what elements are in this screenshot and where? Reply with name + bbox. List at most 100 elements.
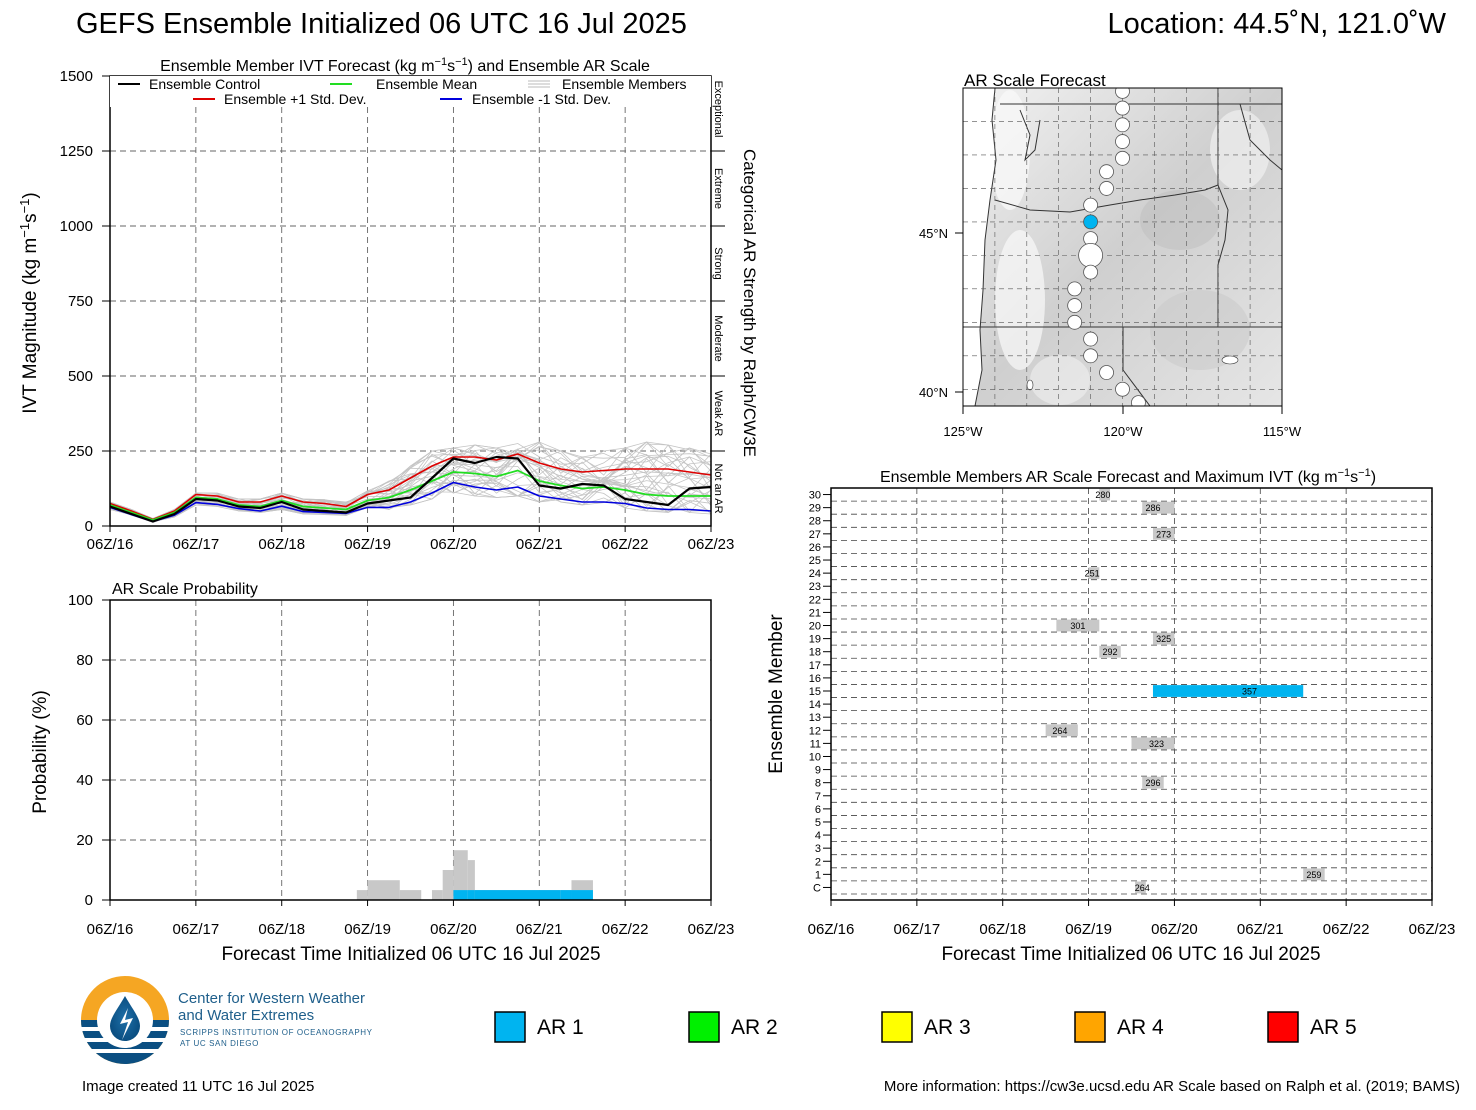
legend-ar-swatch <box>882 1012 912 1042</box>
map-title: AR Scale Forecast <box>964 71 1106 90</box>
legend-ar-label: AR 1 <box>537 1016 584 1039</box>
ar-category-label: Moderate <box>712 315 724 361</box>
map-ar-point <box>1068 315 1082 329</box>
more-information-note: More information: https://cw3e.ucsd.edu … <box>884 1078 1460 1095</box>
main-title: GEFS Ensemble Initialized 06 UTC 16 Jul … <box>76 8 687 41</box>
prob-y-tick-label: 80 <box>76 652 93 669</box>
ar-strength-axis-label: Categorical AR Strength by Ralph/CW3E <box>740 149 759 457</box>
prob-y-tick-label: 0 <box>85 892 93 909</box>
member-max-ivt-label: 325 <box>1156 634 1171 644</box>
map-lat-label-45: 45°N <box>919 226 948 241</box>
member-row-label: C <box>813 882 821 894</box>
member-row-label: 6 <box>815 804 821 816</box>
legend-control-label: Ensemble Control <box>149 76 260 92</box>
prob-y-tick-label: 40 <box>76 772 93 789</box>
member-x-axis-label: Forecast Time Initialized 06 UTC 16 Jul … <box>941 944 1320 965</box>
ivt-y-axis-label: IVT Magnitude (kg m−1s−1) <box>17 192 41 414</box>
ar-scale-map-panel: AR Scale Forecast <box>919 71 1302 439</box>
legend-ar-swatch <box>1268 1012 1298 1042</box>
cw3e-logo <box>81 976 169 1064</box>
map-lon-label-125: 125°W <box>943 424 983 439</box>
prob-x-tick-label: 06Z/21 <box>516 921 563 938</box>
ivt-y-tick-label: 1250 <box>60 143 93 160</box>
legend-ar-swatch <box>689 1012 719 1042</box>
member-row-label: 3 <box>815 843 821 855</box>
member-row-label: 25 <box>809 555 821 567</box>
ivt-y-tick-label: 0 <box>85 518 93 535</box>
member-plot-frame <box>831 488 1432 900</box>
member-row-label: 18 <box>809 647 821 659</box>
ivt-y-tick-label: 500 <box>68 368 93 385</box>
map-ar-point <box>1084 215 1098 229</box>
ivt-x-tick-labels: 06Z/16 06Z/17 06Z/18 06Z/19 06Z/20 06Z/21 06Z/… <box>87 526 735 553</box>
legend-members-label: Ensemble Members <box>562 76 687 92</box>
image-created-note: Image created 11 UTC 16 Jul 2025 <box>82 1078 314 1095</box>
prob-bar-not-ar <box>400 890 421 900</box>
prob-bar-ar1 <box>571 890 592 900</box>
member-row-label: 8 <box>815 778 821 790</box>
ivt-y-tick-labels: 0250500750100012501500 <box>60 68 110 535</box>
prob-y-tick-label: 20 <box>76 832 93 849</box>
member-row-label: 11 <box>810 738 821 750</box>
map-ar-point <box>1116 382 1130 396</box>
member-x-tick-label: 06Z/23 <box>1409 921 1456 938</box>
prob-bar-ar1 <box>475 890 561 900</box>
member-row-label: 28 <box>809 516 821 528</box>
member-max-ivt-label: 264 <box>1052 726 1067 736</box>
member-row-label: 24 <box>809 568 821 580</box>
legend-ar-label: AR 3 <box>924 1016 971 1039</box>
legend-minus-label: Ensemble -1 Std. Dev. <box>472 91 611 107</box>
ivt-panel-title: Ensemble Member IVT Forecast (kg m−1s−1)… <box>160 56 650 75</box>
member-ar-bar <box>1153 685 1303 697</box>
member-x-tick-label: 06Z/16 <box>808 921 855 938</box>
logo-text-line4: AT UC SAN DIEGO <box>180 1039 259 1048</box>
member-panel-title: Ensemble Members AR Scale Forecast and M… <box>880 467 1376 486</box>
map-ar-point <box>1116 84 1130 98</box>
legend-plus-label: Ensemble +1 Std. Dev. <box>224 91 367 107</box>
ivt-x-tick-label: 06Z/19 <box>344 536 391 553</box>
prob-y-axis-label: Probability (%) <box>30 690 51 814</box>
prob-x-tick-label: 06Z/18 <box>258 921 305 938</box>
member-y-axis-label: Ensemble Member <box>766 614 787 774</box>
ensemble-member-line <box>110 444 711 520</box>
member-x-tick-label: 06Z/20 <box>1151 921 1198 938</box>
map-ar-point <box>1131 396 1145 410</box>
legend-ar-label: AR 2 <box>731 1016 778 1039</box>
member-row-label: 20 <box>809 621 821 633</box>
prob-bar-not-ar <box>357 890 368 900</box>
member-max-ivt-label: 292 <box>1103 647 1118 657</box>
logo-text-line2: and Water Extremes <box>178 1007 314 1024</box>
prob-bar-not-ar <box>443 870 454 900</box>
member-row-label: 26 <box>809 542 821 554</box>
map-ar-point <box>1148 407 1160 419</box>
map-ar-point <box>1079 243 1103 267</box>
prob-y-tick-label: 100 <box>68 592 93 609</box>
member-x-tick-label: 06Z/18 <box>979 921 1026 938</box>
ivt-x-tick-label: 06Z/21 <box>516 536 563 553</box>
member-x-tick-labels: 06Z/16 06Z/17 06Z/18 06Z/19 06Z/20 06Z/21 06Z/… <box>808 900 1456 938</box>
member-row-labels: C123456789101112131415161718192021222324… <box>809 490 831 895</box>
map-ar-point <box>1100 181 1114 195</box>
member-row-label: 19 <box>809 634 821 646</box>
ivt-x-tick-label: 06Z/16 <box>87 536 134 553</box>
logo-text-line3: SCRIPPS INSTITUTION OF OCEANOGRAPHY <box>180 1028 373 1037</box>
prob-x-tick-label: 06Z/23 <box>688 921 735 938</box>
ensemble-members-lines <box>110 442 711 522</box>
member-max-ivt-label: 264 <box>1135 883 1150 893</box>
ar-category-labels: Exceptional Extreme Strong Moderate Weak AR N… <box>712 81 724 514</box>
legend-ar-swatch <box>1075 1012 1105 1042</box>
member-row-label: 16 <box>809 673 821 685</box>
ar-category-label: Weak AR <box>712 391 724 437</box>
member-ar-bars: 264 259 296 323 264 357 292 325 301 251 273 286 280 <box>1046 489 1325 894</box>
map-ar-point <box>1084 349 1098 363</box>
map-ar-point <box>1084 265 1098 279</box>
member-row-label: 9 <box>815 765 821 777</box>
member-max-ivt-label: 296 <box>1145 778 1160 788</box>
legend-ar-label: AR 4 <box>1117 1016 1164 1039</box>
ar-probability-panel: AR Scale Probability 020406080100 06Z/16… <box>30 581 734 965</box>
member-max-ivt-label: 280 <box>1095 490 1110 500</box>
member-row-label: 13 <box>809 712 821 724</box>
prob-panel-title: AR Scale Probability <box>112 581 258 598</box>
prob-plot-frame <box>110 600 711 900</box>
ivt-y-tick-label: 1000 <box>60 218 93 235</box>
